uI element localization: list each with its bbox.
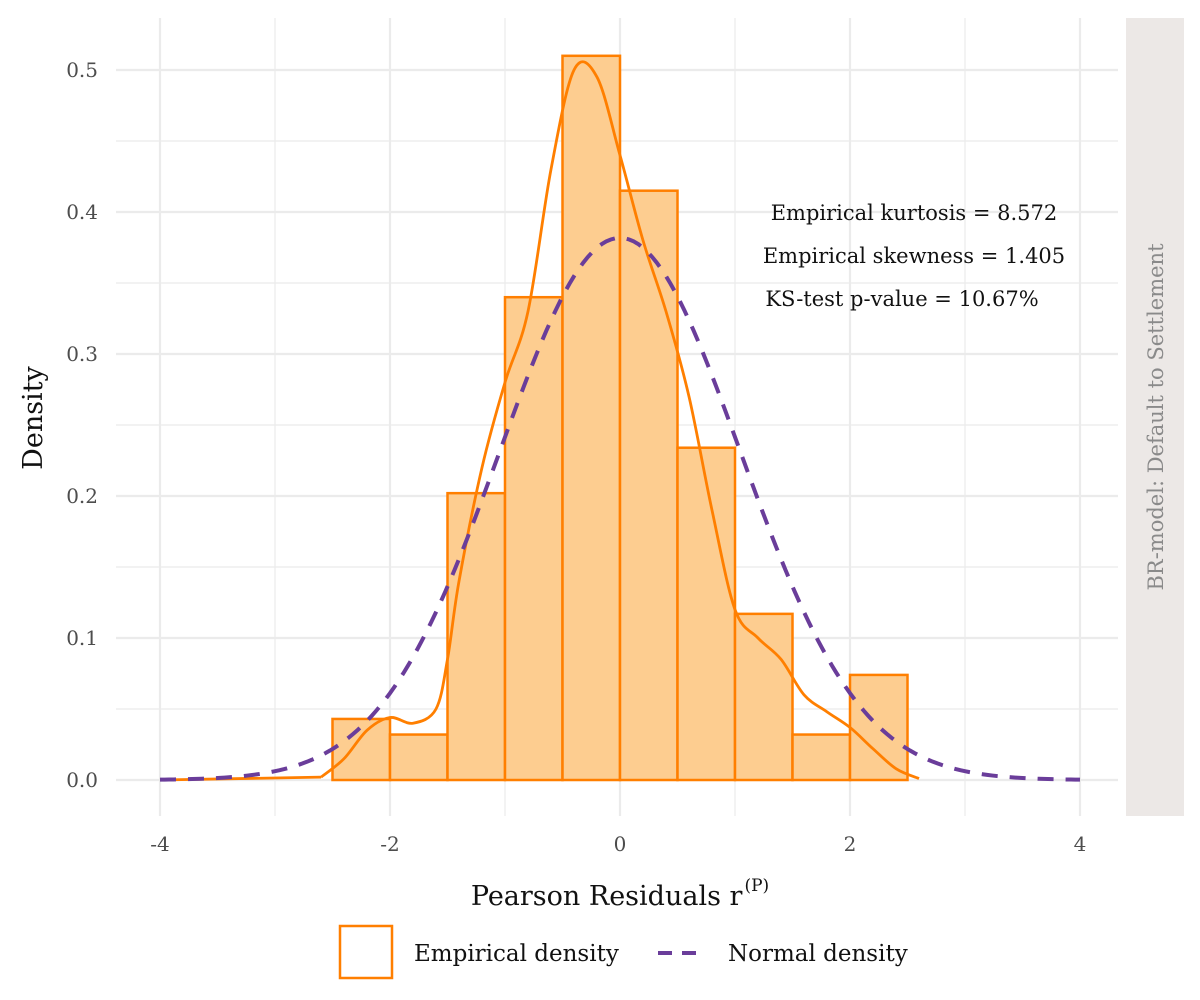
annotation-skewness: Empirical skewness = 1.405 xyxy=(763,244,1065,268)
histogram-bar xyxy=(676,446,737,782)
histogram-bar xyxy=(446,491,507,782)
histogram-bar xyxy=(618,189,679,782)
annotation-block: Empirical kurtosis = 8.572 Empirical ske… xyxy=(763,201,1065,311)
x-tick-label: 2 xyxy=(844,832,857,856)
histogram-bars xyxy=(331,54,909,782)
legend-key-empirical xyxy=(338,924,394,980)
y-tick-labels: 0.0 0.1 0.2 0.3 0.4 0.5 xyxy=(66,58,98,792)
x-tick-label: -4 xyxy=(150,832,169,856)
histogram-bar xyxy=(791,733,852,782)
annotation-ks-test: KS-test p-value = 10.67% xyxy=(765,287,1038,311)
x-axis-title-superscript: (P) xyxy=(744,876,769,896)
histogram-bar xyxy=(561,54,622,782)
y-tick-label: 0.4 xyxy=(66,200,98,224)
histogram-bar xyxy=(733,612,794,782)
x-axis-title: Pearson Residuals r (P) xyxy=(471,876,769,912)
histogram-bar xyxy=(388,733,449,782)
annotation-kurtosis: Empirical kurtosis = 8.572 xyxy=(771,201,1058,225)
histogram-bar xyxy=(503,295,564,782)
y-tick-label: 0.3 xyxy=(66,342,98,366)
empirical-density-line xyxy=(320,60,920,780)
legend-label-empirical: Empirical density xyxy=(414,941,619,967)
x-tick-label: -2 xyxy=(380,832,399,856)
y-axis-title: Density xyxy=(18,365,49,469)
histogram-bar xyxy=(848,673,909,782)
normal-density-line xyxy=(159,235,1081,782)
y-tick-label: 0.1 xyxy=(66,626,98,650)
x-tick-labels: -4 -2 0 2 4 xyxy=(150,832,1086,856)
y-tick-label: 0.5 xyxy=(66,58,98,82)
facet-strip: BR-model: Default to Settlement xyxy=(1126,18,1184,816)
empirical-density-tail xyxy=(159,775,322,782)
x-tick-label: 0 xyxy=(614,832,627,856)
facet-strip-label: BR-model: Default to Settlement xyxy=(1144,243,1168,591)
facet-strip-background xyxy=(1126,18,1184,816)
density-curves xyxy=(159,60,1081,782)
legend-label-normal: Normal density xyxy=(728,941,908,967)
x-tick-label: 4 xyxy=(1074,832,1087,856)
x-axis-title-main: Pearson Residuals r xyxy=(471,881,743,912)
y-tick-label: 0.2 xyxy=(66,484,98,508)
y-tick-label: 0.0 xyxy=(66,768,98,792)
histogram-bar xyxy=(331,717,392,782)
legend: Empirical density Normal density xyxy=(338,924,908,980)
